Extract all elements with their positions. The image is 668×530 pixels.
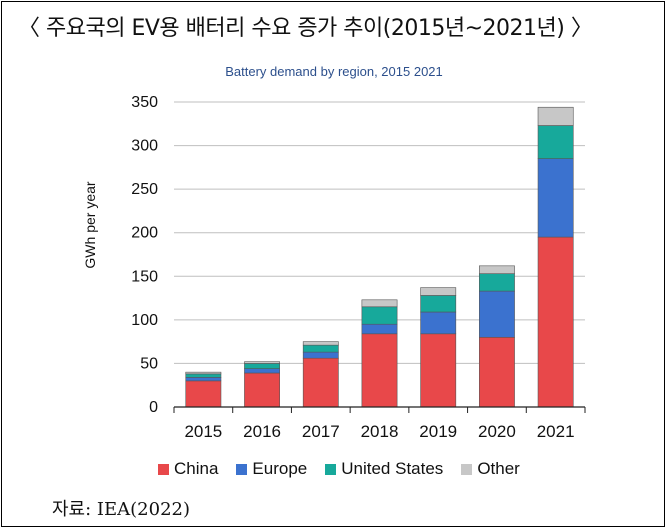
- legend-swatch-europe: [236, 463, 248, 475]
- legend-label-europe: Europe: [252, 459, 308, 478]
- legend-item-china: China: [158, 459, 218, 479]
- y-tick-label-350: 350: [131, 94, 158, 111]
- legend-item-europe: Europe: [236, 459, 307, 479]
- y-tick-label-100: 100: [131, 312, 158, 329]
- bar-other-2020: [479, 265, 515, 274]
- bar-other-2017: [302, 341, 339, 346]
- bar-europe-2016: [244, 368, 280, 374]
- bar-united-states-2018: [361, 306, 398, 325]
- chart-title: Battery demand by region, 2015 2021: [225, 64, 443, 79]
- x-tick-label-2015: 2015: [184, 422, 222, 441]
- legend-swatch-united-states: [325, 463, 337, 475]
- bar-other-2015: [185, 371, 222, 375]
- x-tick-label-2021: 2021: [537, 422, 575, 441]
- legend-label-united-states: United States: [341, 459, 444, 478]
- legend: China Europe United States Other: [158, 459, 538, 479]
- legend-label-other: Other: [477, 459, 520, 478]
- bar-china-2015: [185, 380, 222, 408]
- legend-item-united-states: United States: [325, 459, 443, 479]
- bar-china-2018: [361, 333, 398, 408]
- bar-europe-2018: [361, 323, 398, 335]
- bar-china-2021: [537, 236, 574, 408]
- bar-united-states-2021: [537, 125, 574, 159]
- bar-europe-2015: [185, 377, 222, 382]
- bar-china-2020: [479, 336, 515, 408]
- x-tick-label-2020: 2020: [478, 422, 516, 441]
- bar-europe-2019: [420, 311, 457, 335]
- x-tick-label-2018: 2018: [361, 422, 399, 441]
- legend-swatch-other: [461, 463, 473, 475]
- bar-europe-2021: [537, 158, 574, 238]
- bar-united-states-2017: [302, 344, 339, 353]
- bar-china-2016: [244, 372, 280, 408]
- bar-europe-2020: [479, 290, 515, 338]
- x-tick-label-2017: 2017: [302, 422, 340, 441]
- legend-item-other: Other: [461, 459, 520, 479]
- bar-united-states-2019: [420, 295, 457, 313]
- bar-europe-2017: [302, 351, 339, 359]
- bar-other-2019: [420, 287, 457, 296]
- figure-heading: 〈 주요국의 EV용 배터리 수요 증가 추이(2015년~2021년) 〉: [18, 16, 593, 41]
- y-tick-label-300: 300: [131, 138, 158, 155]
- source-note: 자료: IEA(2022): [52, 499, 191, 520]
- x-tick-label-2019: 2019: [419, 422, 457, 441]
- bar-other-2016: [244, 361, 280, 364]
- bar-united-states-2015: [185, 373, 222, 378]
- y-tick-label-50: 50: [140, 355, 158, 372]
- legend-label-china: China: [174, 459, 219, 478]
- bar-other-2021: [537, 106, 574, 126]
- bar-china-2019: [420, 333, 457, 408]
- bar-other-2018: [361, 299, 398, 308]
- bar-united-states-2016: [244, 363, 280, 369]
- bar-united-states-2020: [479, 273, 515, 292]
- legend-swatch-china: [158, 463, 169, 475]
- y-tick-label-200: 200: [131, 225, 158, 242]
- bar-china-2017: [302, 357, 339, 408]
- x-tick-label-2016: 2016: [243, 422, 281, 441]
- y-tick-label-150: 150: [131, 268, 158, 285]
- y-tick-label-0: 0: [149, 399, 158, 416]
- y-tick-label-250: 250: [131, 181, 158, 198]
